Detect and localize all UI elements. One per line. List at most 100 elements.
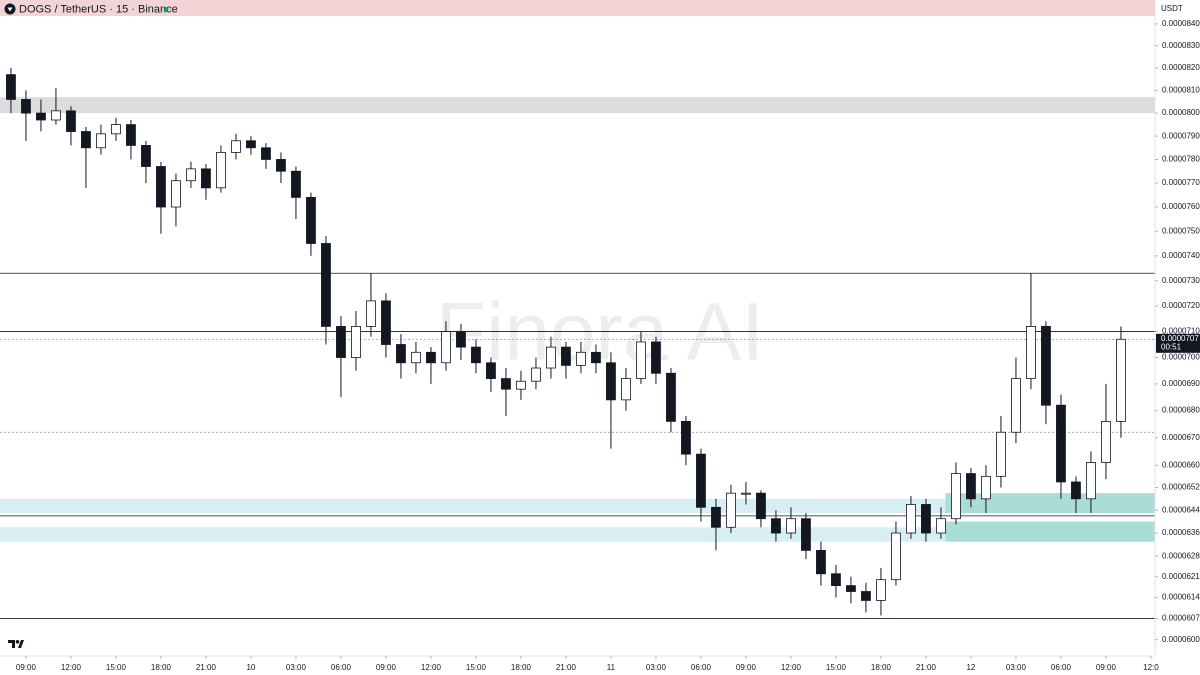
candle-body xyxy=(81,131,91,149)
y-tick-label: 0.0000770 xyxy=(1162,178,1200,187)
x-tick-label: 18:00 xyxy=(151,663,172,672)
candle-body xyxy=(891,532,901,581)
y-tick-label: 0.0000750 xyxy=(1162,226,1200,235)
candle-body xyxy=(156,166,166,208)
candle-body xyxy=(636,341,646,379)
candle-body xyxy=(816,549,826,575)
last-price-box xyxy=(1156,333,1200,353)
y-tick-label: 0.0000840 xyxy=(1162,19,1200,28)
header-title: DOGS / TetherUS · 15 · Binance xyxy=(19,3,178,15)
x-tick-label: 15:00 xyxy=(826,663,847,672)
candle-body xyxy=(366,300,376,327)
y-tick-label: 0.0000780 xyxy=(1162,155,1200,164)
y-tick-label: 0.0000690 xyxy=(1162,379,1200,388)
y-tick-label: 0.0000800 xyxy=(1162,108,1200,117)
y-tick-label: 0.0000720 xyxy=(1162,301,1200,310)
candle-body xyxy=(261,147,271,160)
candle-body xyxy=(246,140,256,149)
x-tick-label: 03:00 xyxy=(1006,663,1027,672)
candle-body xyxy=(741,492,751,495)
candle-body xyxy=(696,453,706,508)
candle-body xyxy=(831,573,841,586)
candle-body xyxy=(276,159,286,172)
x-tick-label: 12:00 xyxy=(61,663,82,672)
candle-body xyxy=(621,378,631,401)
candle-body xyxy=(306,196,316,244)
candle-body xyxy=(456,331,466,348)
x-tick-label: 11 xyxy=(607,663,616,672)
y-tick-label: 0.0000680 xyxy=(1162,406,1200,415)
x-tick-label: 12 xyxy=(966,663,975,672)
candle-body xyxy=(786,518,796,534)
candle-body xyxy=(801,518,811,551)
candle-body xyxy=(321,243,331,327)
price-zone xyxy=(0,97,1155,114)
candle-body xyxy=(561,346,571,366)
candle-body xyxy=(471,346,481,364)
currency-label: USDT xyxy=(1161,4,1183,13)
y-tick-label: 0.0000740 xyxy=(1162,251,1200,260)
x-tick-label: 09:00 xyxy=(1096,663,1117,672)
y-tick-label: 0.0000820 xyxy=(1162,63,1200,72)
candle-body xyxy=(996,431,1006,477)
x-tick-label: 06:00 xyxy=(331,663,352,672)
x-tick-label: 15:00 xyxy=(106,663,127,672)
tv-logo-dot xyxy=(15,640,20,644)
x-tick-label: 12:00 xyxy=(781,663,802,672)
x-tick-label: 03:00 xyxy=(646,663,667,672)
header-bar xyxy=(0,0,1155,16)
price-zone xyxy=(0,498,1155,513)
x-tick-label: 15:00 xyxy=(466,663,487,672)
candle-body xyxy=(201,168,211,189)
y-tick-label: 0.0000607 xyxy=(1162,614,1200,623)
countdown: 00:51 xyxy=(1161,342,1182,351)
plot xyxy=(6,67,1126,616)
candle-body xyxy=(186,168,196,182)
candle-body xyxy=(486,362,496,379)
y-tick-label: 0.0000636 xyxy=(1162,528,1200,537)
candle-body xyxy=(1056,404,1066,483)
candle-body xyxy=(1071,481,1081,500)
candle-body xyxy=(846,585,856,592)
candle-body xyxy=(426,351,436,364)
candle-body xyxy=(756,492,766,520)
candle-body xyxy=(651,341,661,374)
candle-body xyxy=(1101,420,1111,463)
y-tick-label: 0.0000600 xyxy=(1162,635,1200,644)
candle-body xyxy=(126,124,136,146)
y-tick-label: 0.0000670 xyxy=(1162,433,1200,442)
candle-body xyxy=(66,110,76,132)
candle-body xyxy=(336,326,346,358)
x-tick-label: 12:0 xyxy=(1143,663,1159,672)
candle-body xyxy=(51,110,61,121)
candle-body xyxy=(96,133,106,149)
candle-body xyxy=(546,346,556,369)
candle-body xyxy=(591,351,601,364)
candle-body xyxy=(111,124,121,135)
candle-body xyxy=(381,300,391,345)
candle-body xyxy=(36,112,46,121)
y-tick-label: 0.0000760 xyxy=(1162,202,1200,211)
status-dot xyxy=(163,7,169,12)
candle-body xyxy=(1116,338,1126,422)
candle-body xyxy=(1086,462,1096,500)
y-tick-label: 0.0000730 xyxy=(1162,276,1200,285)
y-tick-label: 0.0000790 xyxy=(1162,131,1200,140)
candle-body xyxy=(531,367,541,382)
candle-body xyxy=(876,579,886,601)
candle-body xyxy=(1026,326,1036,379)
y-tick-label: 0.0000660 xyxy=(1162,460,1200,469)
candle-body xyxy=(666,372,676,422)
y-tick-label: 0.0000628 xyxy=(1162,551,1200,560)
zones xyxy=(0,97,1155,619)
candle-body xyxy=(966,473,976,500)
watermark: Finora AI xyxy=(436,287,764,378)
y-tick-label: 0.0000644 xyxy=(1162,505,1200,514)
x-tick-label: 21:00 xyxy=(556,663,577,672)
x-tick-label: 09:00 xyxy=(376,663,397,672)
x-tick-label: 06:00 xyxy=(1051,663,1072,672)
candle-body xyxy=(711,506,721,528)
candle-body xyxy=(291,170,301,198)
candle-body xyxy=(576,351,586,366)
candle-body xyxy=(1011,378,1021,433)
